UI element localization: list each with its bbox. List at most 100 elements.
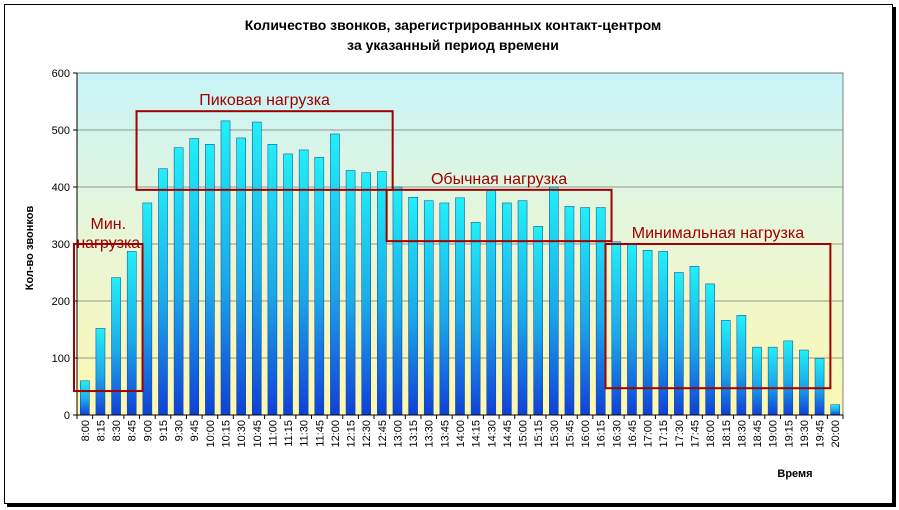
- x-tick-label: 18:45: [752, 420, 764, 448]
- x-tick-label: 10:45: [252, 420, 264, 448]
- annotation-label: Мин.: [90, 216, 126, 233]
- bar: [720, 320, 731, 416]
- x-tick-label: 8:15: [95, 420, 107, 441]
- x-tick-label: 19:15: [783, 420, 795, 448]
- axes: [73, 72, 844, 419]
- bar: [283, 153, 293, 416]
- x-tick-label: 15:00: [518, 420, 530, 448]
- x-tick-label: 18:00: [705, 420, 717, 448]
- gridlines: [77, 72, 843, 359]
- bar: [220, 120, 231, 416]
- x-tick-label: 12:15: [346, 420, 358, 448]
- bar: [752, 346, 762, 416]
- bar: [799, 349, 809, 416]
- bar: [142, 202, 153, 416]
- x-tick-label: 11:45: [314, 420, 326, 447]
- bar: [627, 243, 637, 416]
- x-tick-label: 8:30: [111, 420, 123, 441]
- annotation-box: [604, 243, 832, 390]
- x-tick-label: 10:15: [221, 420, 233, 448]
- x-axis-label: Время: [777, 468, 812, 480]
- x-tick-labels: 8:00 8:15 8:30 8:45 9:00 9:15 9:30 9:45 10:00 10:…: [80, 420, 842, 448]
- x-tick-label: 11:00: [267, 420, 279, 447]
- x-tick-label: 17:15: [658, 420, 670, 448]
- y-tick-labels: 0 100 200 300 400 500 600: [52, 68, 70, 422]
- x-tick-label: 8:00: [80, 420, 92, 441]
- bar: [392, 186, 403, 416]
- bar: [595, 207, 606, 416]
- x-tick-label: 15:15: [533, 420, 545, 448]
- x-tick-label: 12:30: [361, 420, 373, 448]
- bar: [236, 137, 246, 416]
- x-tick-label: 17:30: [674, 420, 686, 448]
- bar: [80, 380, 90, 416]
- annotation-label: Минимальная нагрузка: [632, 225, 804, 242]
- x-tick-label: 16:30: [611, 420, 623, 448]
- bar: [408, 197, 418, 416]
- x-tick-label: 10:00: [205, 420, 217, 448]
- bar: [830, 404, 840, 416]
- x-tick-label: 11:30: [299, 420, 311, 447]
- y-tick-label: 300: [52, 239, 70, 251]
- bar: [330, 133, 340, 416]
- bar: [674, 272, 684, 416]
- bar: [267, 144, 278, 416]
- bar: [517, 200, 528, 416]
- x-tick-label: 16:15: [596, 420, 608, 448]
- bar: [189, 138, 200, 416]
- x-tick-label: 13:45: [439, 420, 451, 448]
- y-tick-label: 200: [52, 296, 70, 308]
- x-tick-label: 9:00: [142, 420, 154, 441]
- x-tick-label: 9:30: [174, 420, 186, 441]
- bar: [642, 250, 653, 416]
- bar: [564, 206, 575, 416]
- x-tick-label: 16:00: [580, 420, 592, 448]
- y-tick-label: 100: [52, 353, 70, 365]
- x-tick-label: 19:00: [768, 420, 780, 448]
- bar: [455, 197, 465, 416]
- bar: [439, 202, 450, 416]
- y-axis-label: Кол-во звонков: [24, 206, 36, 291]
- bar: [767, 346, 778, 416]
- bar: [814, 358, 825, 416]
- annotation-label: Пиковая нагрузка: [199, 92, 330, 109]
- x-tick-label: 12:00: [330, 420, 342, 448]
- bar: [361, 172, 371, 416]
- bar: [470, 222, 481, 416]
- chart-frame: Количество звонков, зарегистрированных к…: [4, 4, 893, 504]
- bar: [549, 186, 559, 416]
- chart-title: Количество звонков, зарегистрированных к…: [245, 17, 662, 33]
- annotation-box: [385, 188, 613, 243]
- x-tick-label: 14:45: [502, 420, 514, 448]
- bar: [314, 157, 325, 416]
- x-tick-label: 13:15: [408, 420, 420, 448]
- x-tick-label: 17:45: [689, 420, 701, 448]
- annotation-box: [73, 243, 144, 393]
- bar: [502, 202, 512, 416]
- bar: [345, 170, 356, 416]
- x-tick-label: 13:00: [392, 420, 404, 448]
- x-tick-label: 11:15: [283, 420, 295, 447]
- bar: [689, 265, 700, 416]
- bar: [533, 226, 543, 416]
- x-tick-label: 14:15: [471, 420, 483, 448]
- bar: [111, 277, 121, 416]
- x-tick-label: 10:30: [236, 420, 248, 448]
- x-tick-label: 8:45: [127, 420, 139, 441]
- x-tick-label: 16:45: [627, 420, 639, 448]
- bar: [423, 200, 434, 416]
- x-tick-label: 15:30: [549, 420, 561, 448]
- y-tick-label: 400: [52, 182, 70, 194]
- y-tick-label: 500: [52, 125, 70, 137]
- y-tick-label: 600: [52, 68, 70, 80]
- x-tick-label: 19:30: [799, 420, 811, 448]
- x-tick-label: 18:15: [721, 420, 733, 448]
- bar: [173, 147, 184, 416]
- bar-chart: Количество звонков, зарегистрированных к…: [24, 17, 844, 480]
- annotation-box: [135, 110, 394, 191]
- x-tick-label: 14:00: [455, 420, 467, 448]
- bar: [486, 190, 497, 416]
- annotation-label: Обычная нагрузка: [431, 171, 567, 188]
- x-tick-label: 18:30: [736, 420, 748, 448]
- x-tick-label: 20:00: [830, 420, 842, 448]
